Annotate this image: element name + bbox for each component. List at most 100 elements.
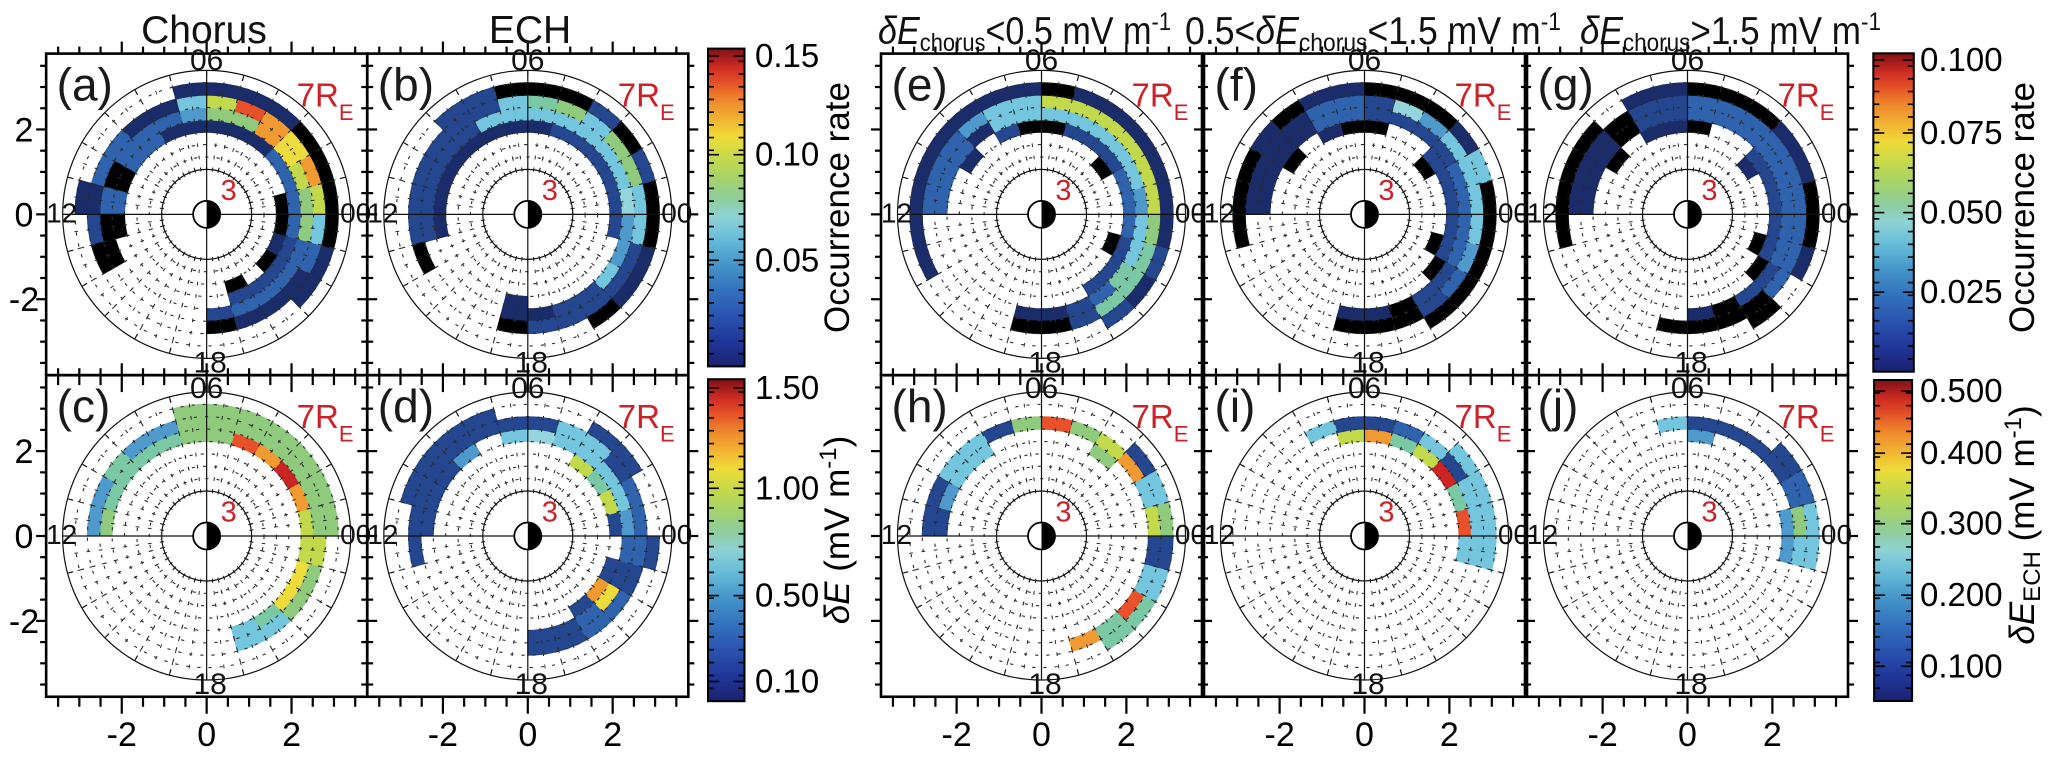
svg-text:12: 12 bbox=[1204, 519, 1235, 550]
svg-text:-2: -2 bbox=[107, 716, 137, 754]
svg-text:12: 12 bbox=[1527, 519, 1558, 550]
svg-text:Chorus: Chorus bbox=[141, 9, 267, 52]
svg-text:(b): (b) bbox=[378, 58, 434, 110]
svg-text:δEECH (mV m-1): δEECH (mV m-1) bbox=[2000, 405, 2046, 644]
svg-text:1.50: 1.50 bbox=[755, 369, 819, 406]
svg-text:06: 06 bbox=[511, 44, 544, 77]
svg-text:0.10: 0.10 bbox=[755, 663, 819, 700]
svg-text:06: 06 bbox=[1671, 44, 1704, 77]
svg-text:-2: -2 bbox=[9, 603, 39, 641]
svg-text:06: 06 bbox=[1348, 44, 1381, 77]
svg-text:3: 3 bbox=[221, 175, 237, 207]
svg-text:3: 3 bbox=[1378, 175, 1394, 207]
svg-text:0: 0 bbox=[197, 716, 216, 754]
svg-text:12: 12 bbox=[881, 197, 912, 228]
svg-text:3: 3 bbox=[1378, 496, 1394, 528]
svg-text:2: 2 bbox=[15, 433, 34, 471]
svg-text:00: 00 bbox=[1175, 519, 1206, 550]
svg-text:3: 3 bbox=[542, 175, 558, 207]
svg-text:3: 3 bbox=[1055, 496, 1071, 528]
svg-text:0: 0 bbox=[518, 716, 537, 754]
svg-text:00: 00 bbox=[1821, 519, 1852, 550]
svg-text:-2: -2 bbox=[1265, 716, 1295, 754]
svg-text:(c): (c) bbox=[57, 380, 111, 432]
svg-text:3: 3 bbox=[542, 496, 558, 528]
svg-text:0.050: 0.050 bbox=[1920, 194, 2003, 231]
svg-text:06: 06 bbox=[1025, 44, 1058, 77]
svg-text:0.100: 0.100 bbox=[1920, 41, 2003, 78]
svg-text:18: 18 bbox=[1674, 346, 1707, 379]
svg-text:12: 12 bbox=[1527, 197, 1558, 228]
svg-text:(d): (d) bbox=[378, 380, 434, 432]
svg-text:Occurrence rate: Occurrence rate bbox=[818, 82, 857, 333]
svg-text:18: 18 bbox=[515, 346, 548, 379]
svg-text:18: 18 bbox=[1351, 668, 1384, 701]
svg-text:(j): (j) bbox=[1538, 380, 1579, 432]
svg-text:(i): (i) bbox=[1215, 380, 1256, 432]
svg-text:2: 2 bbox=[1763, 716, 1782, 754]
svg-text:δEchorus>1.5 mV m-1: δEchorus>1.5 mV m-1 bbox=[1580, 8, 1881, 57]
svg-text:3: 3 bbox=[1055, 175, 1071, 207]
svg-text:2: 2 bbox=[1440, 716, 1459, 754]
svg-text:3: 3 bbox=[221, 496, 237, 528]
svg-text:0.05: 0.05 bbox=[755, 241, 819, 278]
svg-text:(g): (g) bbox=[1538, 58, 1594, 110]
svg-text:-2: -2 bbox=[9, 281, 39, 319]
svg-text:0.50: 0.50 bbox=[755, 577, 819, 614]
svg-text:2: 2 bbox=[603, 716, 622, 754]
svg-text:0: 0 bbox=[15, 196, 34, 234]
svg-text:(a): (a) bbox=[57, 58, 113, 110]
svg-text:0.400: 0.400 bbox=[1920, 434, 2003, 471]
svg-text:18: 18 bbox=[515, 668, 548, 701]
svg-text:12: 12 bbox=[46, 197, 77, 228]
svg-text:0: 0 bbox=[1032, 716, 1051, 754]
svg-text:Occurrence rate: Occurrence rate bbox=[2003, 82, 2042, 333]
svg-text:06: 06 bbox=[1025, 372, 1058, 405]
svg-text:0.100: 0.100 bbox=[1920, 647, 2003, 684]
svg-text:18: 18 bbox=[193, 346, 226, 379]
svg-text:0.025: 0.025 bbox=[1920, 273, 2003, 310]
svg-text:00: 00 bbox=[1821, 197, 1852, 228]
svg-text:3: 3 bbox=[1701, 175, 1717, 207]
svg-text:2: 2 bbox=[1117, 716, 1136, 754]
svg-text:(e): (e) bbox=[892, 58, 948, 110]
svg-text:-2: -2 bbox=[942, 716, 972, 754]
svg-text:18: 18 bbox=[193, 668, 226, 701]
svg-text:12: 12 bbox=[881, 519, 912, 550]
svg-text:00: 00 bbox=[1175, 197, 1206, 228]
svg-text:00: 00 bbox=[1498, 519, 1529, 550]
svg-text:06: 06 bbox=[1348, 372, 1381, 405]
svg-text:1.00: 1.00 bbox=[755, 469, 819, 506]
svg-text:3: 3 bbox=[1701, 496, 1717, 528]
svg-text:18: 18 bbox=[1028, 668, 1061, 701]
svg-text:0.10: 0.10 bbox=[755, 136, 819, 173]
svg-text:2: 2 bbox=[282, 716, 301, 754]
svg-text:0.15: 0.15 bbox=[755, 37, 819, 74]
svg-text:06: 06 bbox=[190, 44, 223, 77]
svg-text:18: 18 bbox=[1351, 346, 1384, 379]
svg-text:00: 00 bbox=[1498, 197, 1529, 228]
svg-text:18: 18 bbox=[1028, 346, 1061, 379]
svg-text:06: 06 bbox=[190, 372, 223, 405]
svg-text:06: 06 bbox=[511, 372, 544, 405]
svg-text:2: 2 bbox=[15, 111, 34, 149]
svg-text:06: 06 bbox=[1671, 372, 1704, 405]
svg-text:0: 0 bbox=[1678, 716, 1697, 754]
svg-text:18: 18 bbox=[1674, 668, 1707, 701]
svg-text:12: 12 bbox=[46, 519, 77, 550]
svg-text:0.500: 0.500 bbox=[1920, 372, 2003, 409]
svg-text:0: 0 bbox=[15, 518, 34, 556]
svg-text:-2: -2 bbox=[428, 716, 458, 754]
svg-text:12: 12 bbox=[367, 197, 398, 228]
svg-text:00: 00 bbox=[661, 519, 692, 550]
svg-text:0.5<δEchorus<1.5 mV m-1: 0.5<δEchorus<1.5 mV m-1 bbox=[1185, 8, 1561, 57]
svg-text:00: 00 bbox=[661, 197, 692, 228]
svg-text:0.200: 0.200 bbox=[1920, 576, 2003, 613]
svg-text:(f): (f) bbox=[1215, 58, 1258, 110]
svg-text:0.300: 0.300 bbox=[1920, 505, 2003, 542]
svg-text:δE (mV m-1): δE (mV m-1) bbox=[815, 436, 857, 625]
svg-text:12: 12 bbox=[1204, 197, 1235, 228]
svg-text:ECH: ECH bbox=[489, 9, 571, 52]
svg-text:-2: -2 bbox=[1588, 716, 1618, 754]
svg-text:12: 12 bbox=[367, 519, 398, 550]
